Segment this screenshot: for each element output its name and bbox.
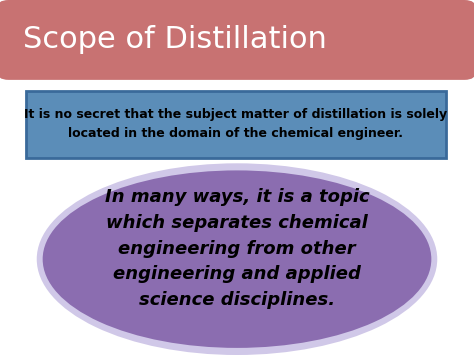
Text: It is no secret that the subject matter of distillation is solely
located in the: It is no secret that the subject matter … — [24, 108, 447, 140]
FancyBboxPatch shape — [26, 91, 446, 158]
FancyBboxPatch shape — [0, 0, 474, 80]
Ellipse shape — [43, 170, 431, 348]
Text: Scope of Distillation: Scope of Distillation — [23, 26, 327, 54]
Ellipse shape — [37, 163, 437, 355]
Text: In many ways, it is a topic
which separates chemical
engineering from other
engi: In many ways, it is a topic which separa… — [105, 188, 369, 309]
